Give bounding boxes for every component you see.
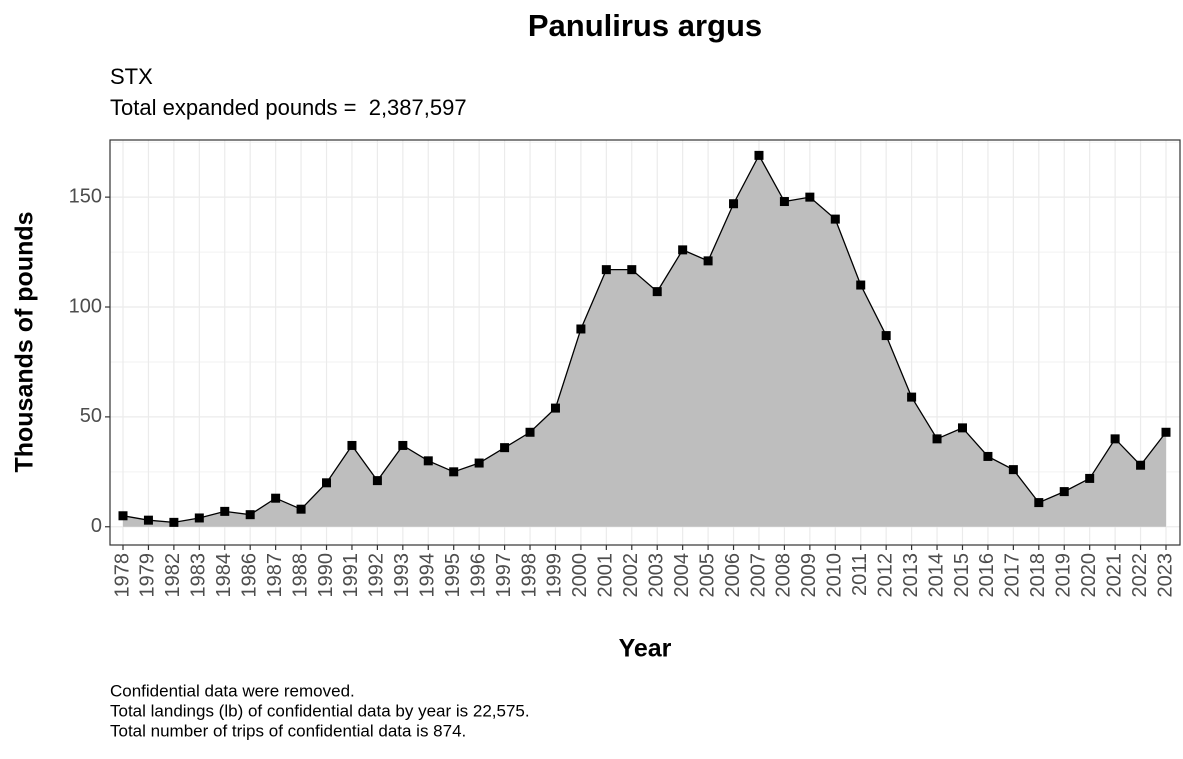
point [550,403,560,413]
point [779,197,789,207]
point [398,440,408,450]
x-axis-label: Year [619,635,672,663]
x-tick-label: 1984 [213,553,235,598]
point [271,493,281,503]
point [296,504,306,514]
point [1085,473,1095,483]
x-tick-label: 2005 [696,553,718,598]
x-tick-label: 2019 [1053,553,1075,598]
x-tick-label: 2015 [951,553,973,598]
point [1110,434,1120,444]
point [805,192,815,202]
x-tick-label: 1978 [111,553,133,598]
point [449,467,459,477]
point [1136,460,1146,470]
x-tick-label: 1979 [137,553,159,598]
x-tick-label: 2016 [976,553,998,598]
x-tick-label: 2017 [1002,553,1024,598]
y-axis-label: Thousands of pounds [11,211,39,472]
x-tick-label: 1992 [366,553,388,598]
point [652,287,662,297]
point [322,478,332,488]
point [1059,487,1069,497]
x-tick-label: 2012 [874,553,896,598]
x-tick-label: 2004 [671,553,693,598]
x-tick-label: 1999 [544,553,566,598]
x-tick-label: 2011 [849,553,871,596]
x-tick-label: 1996 [467,553,489,598]
point [194,513,204,523]
x-tick-label: 1991 [340,553,362,598]
point [118,511,128,521]
point [627,265,637,275]
point [525,427,535,437]
x-tick-label: 2020 [1078,553,1100,598]
x-tick-label: 1995 [442,553,464,598]
point [957,423,967,433]
x-tick-label: 2014 [925,553,947,598]
x-tick-label: 2001 [595,553,617,598]
x-tick-label: 2008 [773,553,795,598]
x-tick-label: 2018 [1027,553,1049,598]
point [500,443,510,453]
point [754,150,764,160]
point [1008,465,1018,475]
point [703,256,713,266]
point [143,515,153,525]
point [830,214,840,224]
point [423,456,433,466]
x-tick-label: 1983 [188,553,210,598]
x-tick-label: 2003 [646,553,668,598]
point [347,440,357,450]
point [932,434,942,444]
point [856,280,866,290]
point [983,451,993,461]
area [123,155,1166,527]
point [1161,427,1171,437]
x-tick-label: 2023 [1154,553,1176,598]
x-tick-label: 1997 [493,553,515,598]
x-tick-label: 2010 [824,553,846,598]
y-tick-label: 0 [91,515,102,537]
x-tick-label: 1994 [417,553,439,598]
panel-border [109,139,1181,546]
x-tick-label: 2007 [747,553,769,598]
point [245,510,255,520]
x-tick-label: 2022 [1129,553,1151,598]
x-tick-label: 2000 [569,553,591,598]
chart-title: Panulirus argus [528,8,762,43]
y-tick-label: 50 [80,405,102,427]
subtitle: Total expanded pounds = 2,387,597 [110,95,467,120]
x-tick-label: 1987 [264,553,286,598]
point [372,476,382,486]
point [169,517,179,527]
y-tick-label: 100 [69,295,102,317]
point [678,245,688,255]
point [576,324,586,334]
point [601,265,611,275]
point [474,458,484,468]
x-tick-label: 1986 [238,553,260,598]
point [881,331,891,341]
x-tick-label: 2002 [620,553,642,598]
caption: Total landings (lb) of confidential data… [110,701,530,720]
point [907,392,917,402]
x-tick-label: 1993 [391,553,413,598]
x-tick-label: 2021 [1103,553,1125,598]
y-tick-label: 150 [69,185,102,207]
x-tick-label: 2006 [722,553,744,598]
point [729,199,739,209]
x-tick-label: 1982 [162,553,184,598]
x-tick-label: 2013 [900,553,922,598]
x-tick-label: 1990 [315,553,337,598]
x-tick-label: 1998 [518,553,540,598]
subtitle: STX [110,64,153,89]
caption: Confidential data were removed. [110,681,355,700]
x-tick-label: 1988 [289,553,311,598]
caption: Total number of trips of confidential da… [110,721,466,740]
x-tick-label: 2009 [798,553,820,598]
point [1034,498,1044,508]
point [220,506,230,516]
